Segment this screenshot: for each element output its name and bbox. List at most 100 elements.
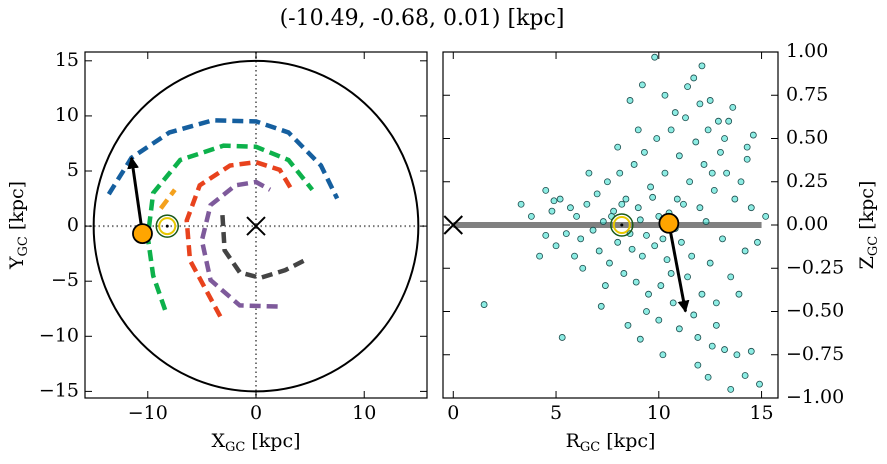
- plot-area: [85, 52, 427, 398]
- y-tick-label: 10: [55, 104, 79, 126]
- y-axis-label: YGC [kpc]: [6, 181, 31, 270]
- star-point: [626, 97, 634, 104]
- y-tick-label: −5: [51, 269, 79, 291]
- y-axis-label: ZGC [kpc]: [856, 181, 881, 270]
- star-point: [747, 347, 755, 355]
- star-point: [727, 273, 735, 281]
- star-point: [698, 290, 706, 298]
- x-tick-label: 10: [647, 402, 671, 424]
- star-point: [678, 238, 685, 246]
- panel: 0 5 10 15 −1.00 −0.75 −0.50 −0.25 0.00 0.25 0.50 0.…: [442, 40, 844, 424]
- spiral-arm: [220, 214, 306, 281]
- velocity-arrow: [667, 222, 690, 313]
- label-main: Z: [856, 256, 878, 269]
- star-point: [731, 195, 739, 203]
- x-tick-label: −10: [128, 402, 168, 424]
- y-tick-label: −0.50: [786, 300, 844, 322]
- spiral-arm: [158, 188, 177, 210]
- label-unit: [kpc]: [856, 181, 878, 236]
- star-point: [735, 290, 743, 298]
- velocity-arrow: [127, 156, 144, 234]
- star-point: [702, 218, 710, 225]
- star-point: [710, 186, 718, 194]
- star-point: [669, 299, 677, 307]
- star-point: [550, 197, 558, 205]
- star-point: [706, 97, 714, 104]
- star-point: [634, 204, 642, 212]
- y-tick-label: −0.25: [786, 256, 844, 278]
- axes-frame: [84, 51, 428, 399]
- star-point: [657, 282, 665, 289]
- star-point: [517, 200, 525, 208]
- star-point: [717, 148, 724, 156]
- star-point: [684, 83, 691, 90]
- star-point: [680, 200, 687, 208]
- star-point: [651, 53, 659, 61]
- star-point: [749, 131, 757, 139]
- star-point: [527, 212, 535, 220]
- star-point: [638, 252, 646, 260]
- star-point: [604, 178, 611, 186]
- star-point: [694, 334, 702, 341]
- label-unit: [kpc]: [245, 430, 300, 452]
- star-point: [686, 178, 694, 186]
- label-sub: GC: [225, 440, 245, 455]
- spiral-arm: [145, 143, 315, 311]
- star-point: [601, 282, 609, 289]
- galactic-center: [246, 216, 266, 236]
- star-point: [661, 91, 669, 99]
- label-sub: GC: [16, 236, 31, 256]
- star-point: [542, 186, 550, 194]
- x-axis-label: RGC [kpc]: [566, 430, 656, 455]
- star-point: [571, 252, 578, 260]
- y-tick-label: 1.00: [786, 40, 828, 62]
- figure-title: (-10.49, -0.68, 0.01) [kpc]: [280, 6, 565, 31]
- star-point: [667, 126, 675, 134]
- star-point: [704, 126, 712, 134]
- label-main: R: [566, 430, 581, 452]
- star-point: [675, 152, 683, 160]
- sun-marker: [612, 216, 631, 234]
- y-tick-label: 0: [67, 214, 79, 236]
- star-point: [614, 143, 622, 151]
- star-point: [589, 226, 597, 234]
- star-point: [626, 230, 634, 238]
- star-point: [567, 204, 574, 212]
- star-point: [706, 259, 714, 267]
- star-point: [480, 301, 488, 308]
- star-point: [622, 195, 630, 203]
- panel: −10 0 10 −15 −10 −5 0 5 10 15: [39, 49, 428, 424]
- y-tick-label: −0.75: [786, 343, 844, 365]
- star-point: [618, 200, 626, 208]
- star-point: [675, 325, 683, 333]
- star-point: [762, 212, 770, 220]
- y-tick-label: 0.75: [786, 83, 828, 105]
- plot-area: [443, 53, 770, 393]
- star-point: [682, 114, 689, 122]
- star-point: [638, 81, 646, 89]
- star-point: [743, 155, 751, 163]
- star-point: [723, 169, 731, 177]
- star-point: [725, 117, 733, 125]
- label-sub: GC: [866, 236, 881, 256]
- star-point: [719, 235, 726, 243]
- star-point: [690, 74, 698, 82]
- star-point: [620, 270, 628, 277]
- star-point: [714, 117, 722, 125]
- star-point: [694, 361, 702, 369]
- star-point: [721, 346, 728, 353]
- star-point: [636, 335, 644, 343]
- star-point: [556, 195, 564, 203]
- star-point: [667, 270, 675, 277]
- star-point: [577, 235, 585, 243]
- x-tick-label: 10: [352, 402, 376, 424]
- y-tick-label: 0.50: [786, 127, 828, 149]
- star-point: [690, 311, 698, 319]
- sun-marker: [610, 213, 634, 237]
- star-point: [558, 334, 566, 341]
- star-point: [595, 247, 603, 255]
- star-point: [727, 385, 735, 393]
- star-point: [573, 212, 580, 220]
- spiral-arm: [106, 118, 340, 200]
